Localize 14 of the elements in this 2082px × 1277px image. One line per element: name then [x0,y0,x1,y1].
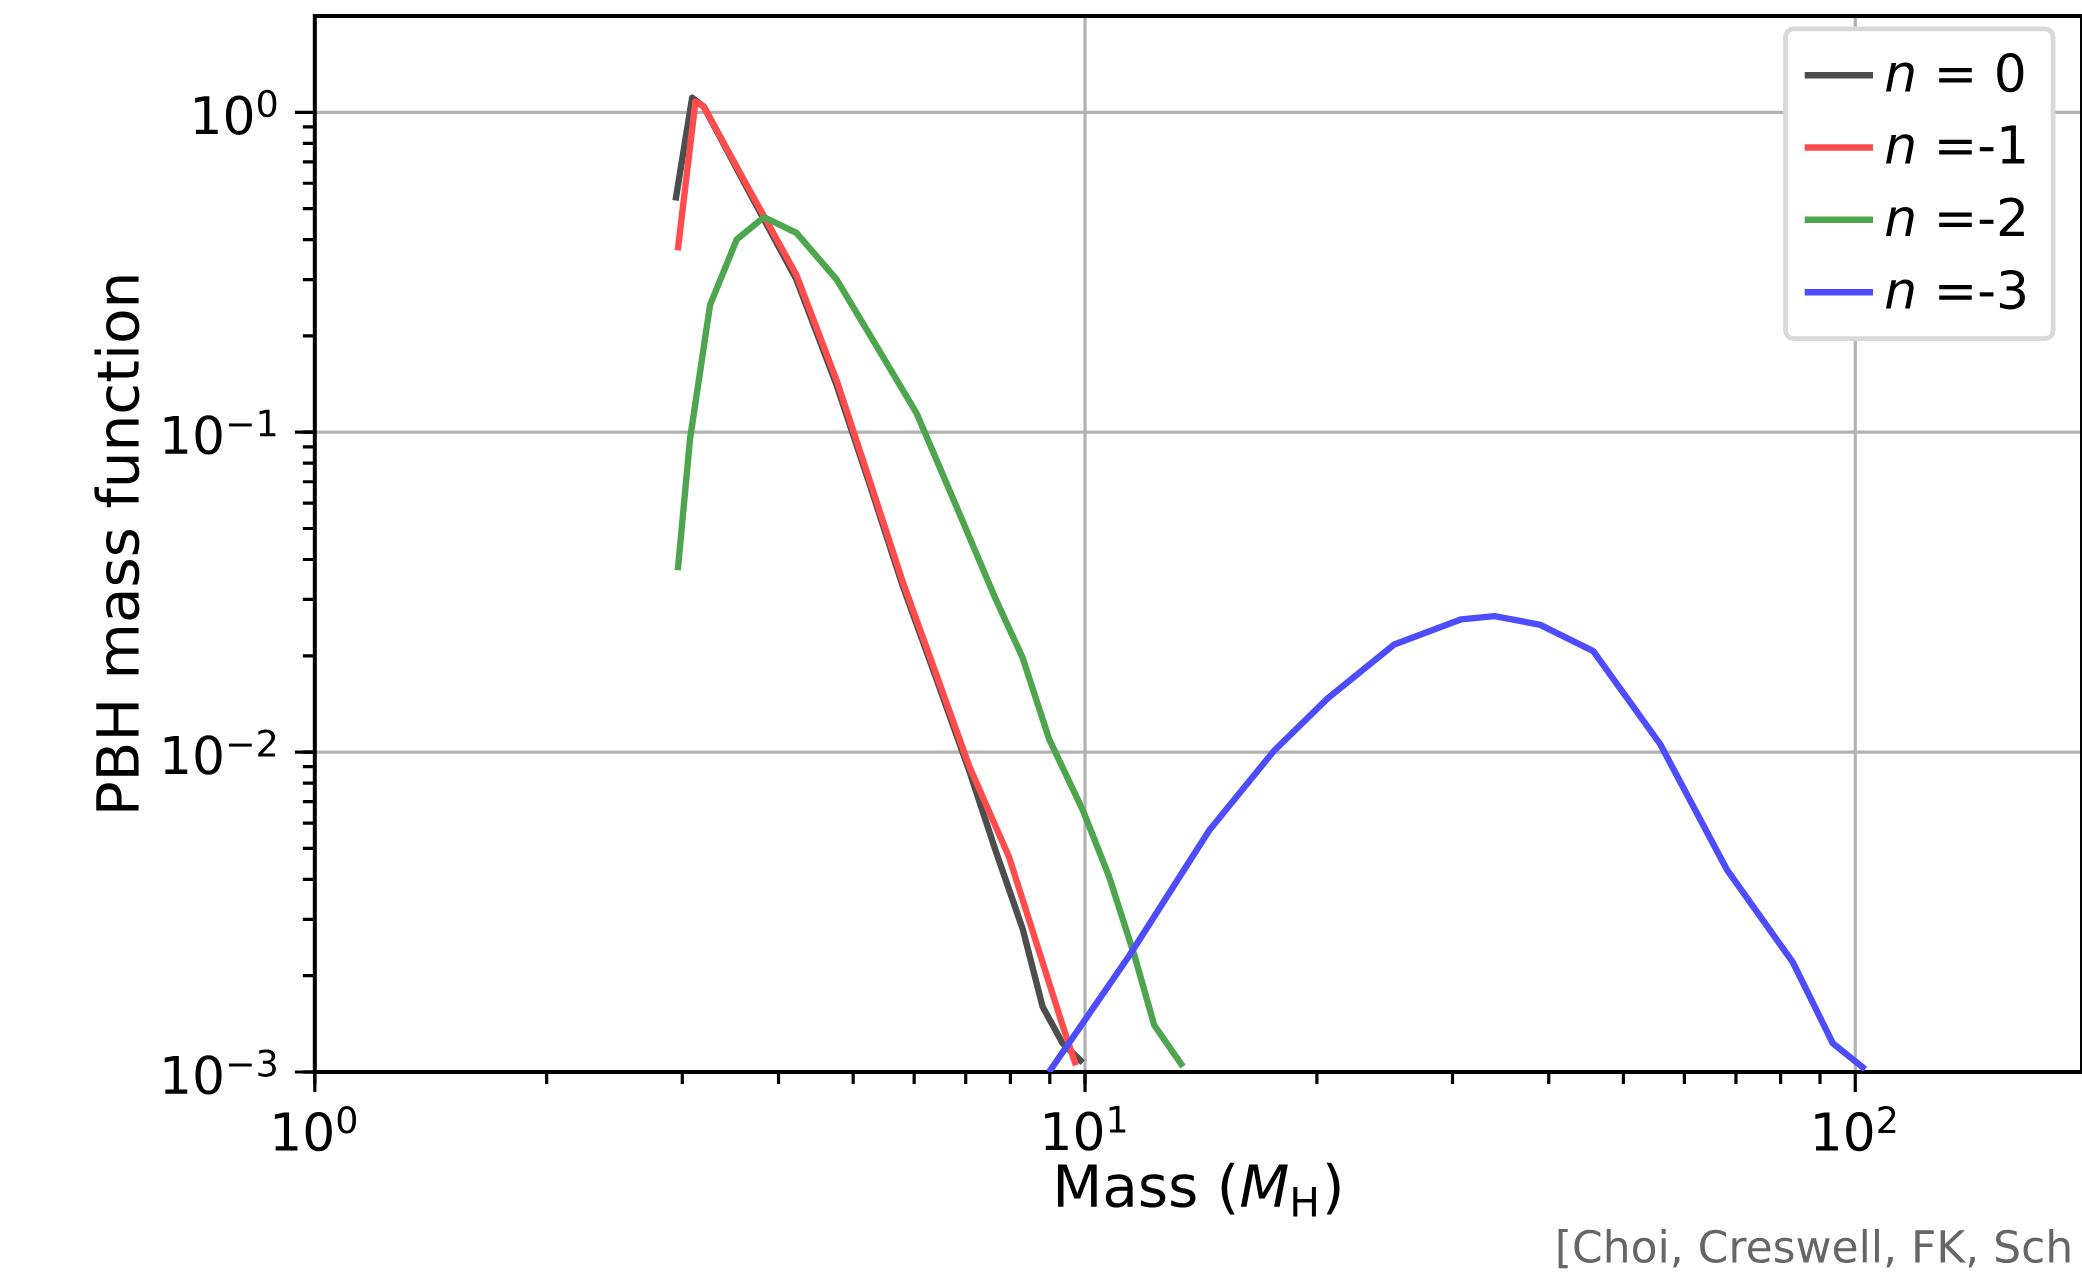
x-axis-title: Mass (M$_{H}$) [1057,1162,1340,1217]
y-tick-label: 10$^{0}$ [195,89,277,135]
legend-label: n =-3 [1886,270,2025,310]
legend-label: n = 0 [1886,52,2024,93]
x-tick-label: 10$^{1}$ [1045,1106,1126,1151]
y-axis-title: PBH mass function [94,276,140,811]
x-tick-label: 10$^{2}$ [1815,1106,1896,1152]
y-tick-label: 10$^{−2}$ [164,729,276,775]
legend-label: n =-1 [1886,125,2025,164]
x-tick-label: 10$^{0}$ [274,1106,357,1152]
legend-label: n =-2 [1886,197,2024,237]
y-tick-label: 10$^{−1}$ [164,409,276,455]
y-tick-label: 10$^{−3}$ [164,1049,276,1095]
text: [Choi, Creswell, FK, Sch [1558,1228,2070,1269]
